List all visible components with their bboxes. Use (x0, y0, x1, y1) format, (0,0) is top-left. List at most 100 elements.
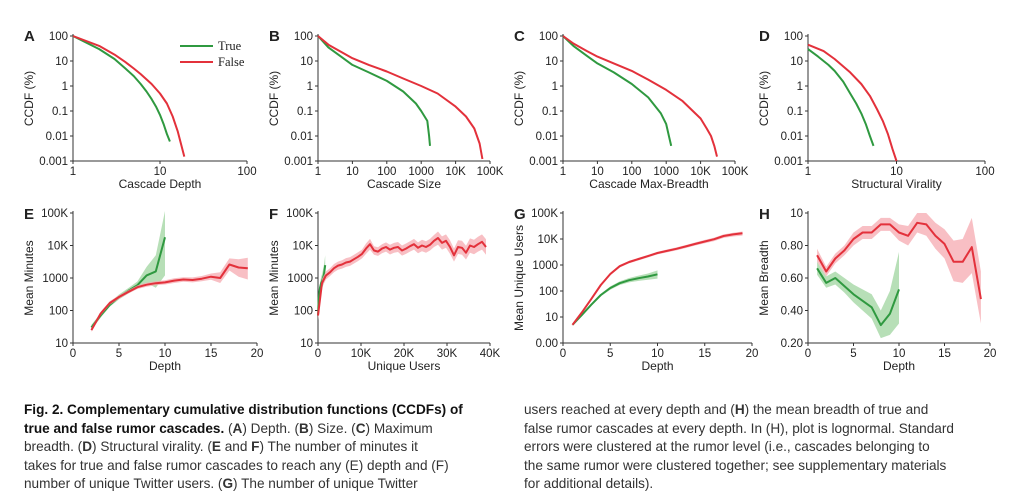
y-axis-label-H: Mean Breadth (757, 240, 771, 315)
x-tick-label-H: 20 (984, 348, 997, 360)
y-tick-label-F: 1000 (287, 273, 313, 285)
y-axis-label-B: CCDF (%) (267, 71, 281, 126)
false-series-G-band (572, 231, 743, 326)
x-tick-label-B: 1 (315, 166, 321, 178)
y-tick-label-A: 0.01 (46, 131, 68, 143)
y-tick-label-B: 1 (307, 81, 313, 93)
y-tick-label-F: 100 (294, 306, 313, 318)
y-tick-label-H: 0.20 (781, 338, 803, 350)
caption-left-line: number of unique Twitter users. (G) The … (24, 475, 502, 494)
y-axis-label-E: Mean Minutes (22, 240, 36, 315)
y-tick-label-D: 1 (797, 81, 803, 93)
panel-D: D 1 10 100 100 10 1 0.1 0.01 0.001 Structural Vira… (757, 28, 995, 191)
false-series-A-line (72, 35, 186, 157)
caption-left-text: E (211, 439, 221, 455)
caption-left-text: ) Depth. ( (242, 420, 300, 436)
false-series-D-line (807, 43, 898, 162)
caption-right-text: the same rumor were clustered together; … (524, 457, 947, 473)
caption-right-line: for additional details). (524, 475, 994, 494)
true-series-C-line (562, 35, 673, 147)
y-tick-label-D: 0.1 (787, 106, 803, 118)
panel-letter-B: B (269, 28, 280, 45)
caption-left-line: takes for true and false rumor cascades … (24, 457, 502, 476)
true-series-G-band (572, 270, 658, 326)
caption-left-text: ) Maximum (365, 420, 433, 436)
false-series-B-line (317, 35, 484, 160)
caption-left-text: B (299, 420, 309, 436)
x-axis-label-C: Cascade Max-Breadth (589, 177, 708, 191)
y-tick-label-A: 100 (49, 31, 68, 43)
false-series-F-line (317, 237, 487, 316)
false-series-E-band (91, 257, 248, 332)
y-tick-label-G: 0.00 (536, 338, 558, 350)
caption-left-text: ) The number of minutes it (259, 439, 418, 455)
caption-left-text: ) Structural virality. ( (92, 439, 212, 455)
x-tick-label-D: 1 (805, 166, 811, 178)
y-tick-label-C: 0.001 (529, 156, 558, 168)
x-tick-label-B: 1000 (408, 166, 434, 178)
false-series-F-band (318, 231, 486, 321)
panel-C: C 1 10 100 1000 10K 100K 100 10 1 0.1 0.01 0.001 Casc… (512, 28, 749, 191)
y-tick-label-E: 100 (49, 306, 68, 318)
caption-left-text: ) Size. ( (308, 420, 356, 436)
x-tick-label-E: 5 (116, 348, 122, 360)
y-tick-label-B: 0.1 (297, 106, 313, 118)
true-series-A-line (72, 35, 171, 142)
y-tick-label-G: 100 (539, 286, 558, 298)
y-axis-label-G: Mean Unique Users (512, 225, 526, 331)
caption-left-text: number of unique Twitter users. ( (24, 476, 223, 492)
y-tick-label-E: 100K (41, 208, 68, 220)
y-axis-label-F: Mean Minutes (267, 240, 281, 315)
legend-false-label: False (218, 55, 245, 69)
x-tick-label-D: 100 (975, 166, 994, 178)
figure-caption-right: users reached at every depth and (H) the… (524, 401, 994, 494)
caption-right-text: for additional details). (524, 476, 654, 492)
x-axis-label-E: Depth (149, 359, 181, 373)
legend: True False (180, 39, 245, 69)
y-tick-label-E: 1000 (42, 273, 68, 285)
x-tick-label-F: 30K (437, 348, 458, 360)
y-tick-label-E: 10K (48, 241, 69, 253)
true-series-B-line (317, 35, 431, 146)
false-series-H-line (816, 221, 982, 300)
panel-letter-F: F (269, 206, 278, 223)
x-tick-label-C: 1000 (653, 166, 679, 178)
x-axis-label-A: Cascade Depth (119, 177, 202, 191)
y-tick-label-A: 0.001 (39, 156, 68, 168)
x-tick-label-F: 40K (480, 348, 501, 360)
y-tick-label-B: 100 (294, 31, 313, 43)
panel-letter-A: A (24, 28, 35, 45)
caption-left-line: Fig. 2. Complementary cumulative distrib… (24, 401, 502, 420)
x-tick-label-B: 100K (477, 166, 504, 178)
y-tick-label-D: 100 (784, 31, 803, 43)
y-tick-label-B: 0.001 (284, 156, 313, 168)
x-tick-label-B: 100 (377, 166, 396, 178)
y-tick-label-G: 10 (545, 312, 558, 324)
y-tick-label-C: 0.01 (536, 131, 558, 143)
y-tick-label-G: 1000 (532, 260, 558, 272)
x-tick-label-G: 5 (607, 348, 613, 360)
caption-right-text: errors were clustered at the rumor level… (524, 439, 930, 455)
caption-left-text: true and false rumor cascades. (24, 420, 225, 436)
x-axis-label-H: Depth (883, 359, 915, 373)
true-series-D-line (807, 48, 875, 147)
y-tick-label-H: 0.40 (781, 306, 803, 318)
caption-left-text: ) The number of unique Twitter (233, 476, 418, 492)
y-tick-label-E: 10 (55, 338, 68, 350)
x-tick-label-H: 0 (805, 348, 811, 360)
panel-F: F 0 10K 20K 30K 40K 100K 10K 1000 100 10 Unique Use… (267, 206, 501, 373)
caption-left-line: true and false rumor cascades. (A) Depth… (24, 420, 502, 439)
caption-right-line: errors were clustered at the rumor level… (524, 438, 994, 457)
caption-left-text: breadth. ( (24, 439, 83, 455)
x-tick-label-C: 10K (690, 166, 711, 178)
x-tick-label-E: 15 (205, 348, 218, 360)
y-tick-label-B: 0.01 (291, 131, 313, 143)
panel-letter-D: D (759, 28, 770, 45)
x-tick-label-A: 10 (154, 166, 167, 178)
x-tick-label-A: 100 (237, 166, 256, 178)
x-tick-label-F: 10K (351, 348, 372, 360)
caption-right-text: H (734, 402, 745, 417)
x-tick-label-H: 5 (850, 348, 856, 360)
figure-caption-left: Fig. 2. Complementary cumulative distrib… (24, 401, 502, 494)
